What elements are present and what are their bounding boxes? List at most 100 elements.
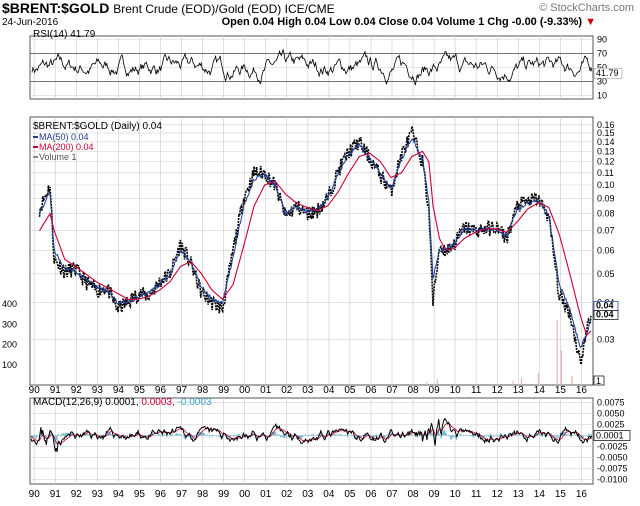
price-x-tick-label: 99 [218,385,230,396]
macd-x-tick-label: 90 [29,489,41,500]
macd-y-tick-label: -0.0075 [597,464,628,474]
price-y-tick-label: 0.11 [597,168,614,178]
price-y-tick-label: 0.10 [597,180,615,190]
macd-x-tick-label: 08 [407,489,419,500]
rsi-y-tick-label: 70 [597,49,607,59]
subtitle-label: Brent Crude (EOD)/Gold (EOD) ICE/CME [113,2,335,16]
chart-title: $BRENT:$GOLD Brent Crude (EOD)/Gold (EOD… [2,0,335,16]
price-x-tick-label: 93 [92,385,104,396]
price-last-value: 0.04 [596,300,614,310]
macd-x-tick-label: 11 [471,489,482,500]
price-y-tick-label: 0.14 [597,137,615,147]
price-y-tick-label: 0.13 [597,146,615,156]
symbol-label: $BRENT:$GOLD [2,0,110,16]
macd-x-tick-label: 95 [134,489,146,500]
price-last-value: 0.04 [596,309,614,319]
price-y-tick-label: 0.07 [597,226,615,236]
rsi-y-tick-label: 50 [597,63,607,73]
price-legend-item: MA(50) 0.04 [39,132,89,142]
macd-y-tick-label: -0.0025 [597,442,628,452]
macd-y-tick-label: 0.0075 [597,397,625,407]
macd-legend: MACD(12,26,9) 0.0001, 0.0003, -0.0003 [33,397,212,408]
macd-x-tick-label: 93 [92,489,104,500]
price-last-value-box [593,310,619,320]
price-x-tick-label: 97 [176,385,188,396]
price-x-tick-label: 11 [471,385,482,396]
macd-x-tick-label: 14 [534,489,546,500]
price-x-tick-label: 96 [155,385,167,396]
macd-y-tick-label: -0.0050 [597,453,628,463]
price-x-tick-label: 16 [576,385,588,396]
price-x-tick-label: 02 [281,385,293,396]
macd-legend-part: -0.0003 [175,397,212,408]
macd-x-tick-label: 03 [302,489,314,500]
macd-last-value: 0.0001 [596,430,624,440]
rsi-last-value-box [593,67,623,79]
macd-x-tick-label: 05 [344,489,356,500]
stockcharts-credit[interactable]: © StockCharts.com [539,2,634,14]
volume-tick-label: 200 [2,340,17,350]
price-x-tick-label: 90 [29,385,41,396]
price-x-tick-label: 95 [134,385,146,396]
rsi-y-tick-label: 90 [597,35,607,45]
price-x-tick-label: 09 [429,385,441,396]
macd-x-tick-label: 94 [113,489,125,500]
rsi-legend: RSI(14) 41.79 [33,29,96,40]
down-arrow-icon: ▼ [585,16,596,28]
volume-tick-label: 100 [2,360,17,370]
macd-legend-part: 0.0003, [139,397,175,408]
macd-x-tick-label: 06 [365,489,377,500]
ma200-series-line [39,150,592,337]
macd-y-tick-label: -0.0100 [597,475,628,485]
quote-values: Open 0.04 High 0.04 Low 0.04 Close 0.04 … [221,16,583,28]
macd-x-tick-label: 01 [260,489,272,500]
price-panel-frame [29,116,594,386]
price-x-tick-label: 03 [302,385,314,396]
volume-tick-label: 400 [2,299,17,309]
macd-x-tick-label: 99 [218,489,230,500]
price-x-tick-label: 00 [239,385,251,396]
price-x-tick-label: 10 [450,385,462,396]
macd-last-value-box [593,430,631,441]
price-x-tick-label: 94 [113,385,125,396]
macd-x-tick-label: 00 [239,489,251,500]
price-y-tick-label: 0.05 [597,269,615,279]
price-x-tick-label: 98 [197,385,209,396]
price-y-tick-label: 0.06 [597,245,615,255]
price-y-tick-label: 0.08 [597,209,615,219]
macd-y-tick-label: 0.0050 [597,408,625,418]
macd-x-tick-label: 91 [50,489,62,500]
price-legend-title: $BRENT:$GOLD (Daily) 0.04 [33,121,162,132]
price-x-tick-label: 08 [407,385,419,396]
price-x-tick-label: 15 [555,385,567,396]
price-x-tick-label: 06 [365,385,377,396]
rsi-y-tick-label: 30 [597,77,607,87]
price-y-tick-label: 0.16 [597,120,615,130]
price-x-tick-label: 92 [71,385,83,396]
price-x-tick-label: 04 [323,385,335,396]
date-label: 24-Jun-2016 [2,17,59,28]
macd-x-tick-label: 92 [71,489,83,500]
macd-x-tick-label: 15 [555,489,567,500]
volume-last-value: 1 [596,376,601,386]
macd-legend-part: MACD(12,26,9) 0.0001, [33,397,139,408]
macd-x-tick-label: 16 [576,489,588,500]
price-y-tick-label: 0.09 [597,194,615,204]
price-x-tick-label: 91 [50,385,62,396]
rsi-line [31,48,593,86]
macd-x-tick-label: 09 [429,489,441,500]
quote-summary: Open 0.04 High 0.04 Low 0.04 Close 0.04 … [222,16,596,28]
macd-x-tick-label: 07 [386,489,398,500]
price-x-tick-label: 12 [492,385,504,396]
macd-x-tick-label: 12 [492,489,504,500]
price-y-tick-label: 0.03 [597,334,615,344]
volume-last-value-box [593,375,605,386]
macd-x-tick-label: 96 [155,489,167,500]
rsi-y-tick-label: 10 [597,91,607,101]
price-x-tick-label: 01 [260,385,272,396]
price-y-tick-label: 0.15 [597,128,615,138]
price-x-tick-label: 05 [344,385,356,396]
price-y-tick-label: 0.12 [597,157,615,167]
price-x-tick-label: 07 [386,385,398,396]
